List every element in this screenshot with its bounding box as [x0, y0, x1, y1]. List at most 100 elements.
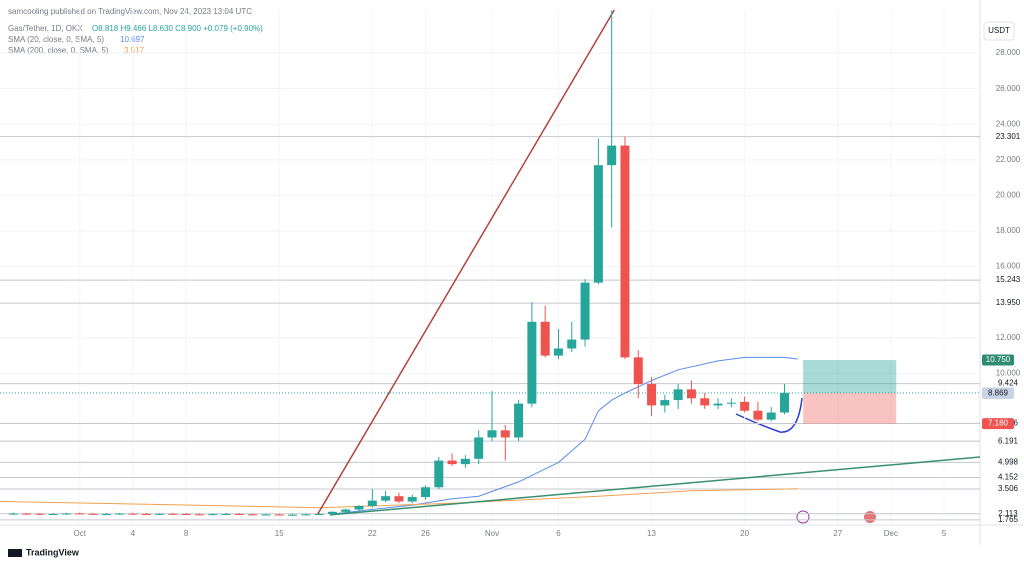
level-label: 4.152: [998, 473, 1019, 482]
candle-body: [527, 321, 537, 404]
y-tick-label: 20.000: [996, 191, 1021, 200]
footer-logo: [8, 549, 22, 557]
indicator-line: [332, 356, 798, 515]
y-tick-label: 22.000: [996, 155, 1021, 164]
candle-body: [234, 513, 244, 515]
stop-zone: [803, 392, 897, 424]
price-label-box: [982, 354, 1014, 366]
logo: [8, 549, 22, 557]
candle-body: [580, 282, 590, 340]
candle-body: [447, 460, 457, 465]
candle-body: [700, 398, 710, 406]
y-tick-label: 28.000: [996, 48, 1021, 57]
candle-body: [593, 165, 603, 283]
candle-body: [673, 389, 683, 401]
level-label: 9.424: [998, 379, 1019, 388]
candle-body: [22, 513, 32, 515]
level-label: 3.506: [998, 484, 1019, 493]
level-label: 2.113: [998, 509, 1018, 518]
level-label: 4.998: [998, 458, 1019, 467]
y-tick-label: 12.000: [996, 333, 1021, 342]
candle-body: [633, 357, 643, 385]
candle-body: [487, 430, 497, 438]
candle-body: [567, 339, 577, 349]
candle-body: [194, 514, 204, 516]
candle-body: [647, 384, 657, 406]
candle-body: [288, 514, 298, 516]
candle-body: [381, 496, 391, 501]
candle-body: [780, 392, 790, 413]
candle-body: [48, 513, 58, 515]
currency: USDT: [988, 26, 1010, 35]
x-tick-label: 4: [131, 529, 136, 538]
attribution: samcooling published on TradingView.com,…: [8, 7, 252, 16]
candle-body: [726, 402, 736, 404]
candle-body: [367, 500, 377, 506]
symbol: Gas/Tether, 1D, OKX: [8, 24, 83, 33]
candle-body: [713, 403, 723, 406]
candle-body: [753, 410, 763, 420]
price-label: 7.180: [988, 419, 1009, 428]
candle-body: [407, 497, 417, 502]
candle-body: [460, 458, 470, 465]
indicator-name: SMA (20, close, 0, SMA, 5): [8, 35, 104, 44]
candle-body: [314, 513, 324, 515]
x-tick-label: 13: [647, 529, 656, 538]
event-icon[interactable]: [796, 510, 810, 524]
x-tick-label: 15: [275, 529, 284, 538]
target-zone: [803, 360, 897, 393]
candle-body: [620, 145, 630, 358]
candle-body: [208, 514, 218, 516]
ohlc-legend: O8.818 H9.466 L8.630 C8.900 +0.079 (+0.9…: [92, 24, 263, 33]
y-tick-label: 16.000: [996, 262, 1021, 271]
x-tick-label: 27: [833, 529, 842, 538]
candle-body: [500, 430, 510, 438]
x-tick-label: 8: [184, 529, 189, 538]
level-label: 23.301: [996, 132, 1021, 141]
price-label-box: [982, 388, 1014, 400]
candle-body: [553, 348, 563, 356]
trend-line: [317, 9, 615, 515]
y-tick-label: 10.000: [996, 368, 1021, 377]
candle-body: [660, 400, 670, 406]
candle-body: [341, 509, 351, 512]
candle-body: [261, 514, 271, 516]
x-tick-label: 22: [368, 529, 377, 538]
currency-box[interactable]: [983, 21, 1015, 41]
indicator-name: SMA (200, close, 0, SMA, 5): [8, 46, 109, 55]
x-tick-label: 26: [421, 529, 430, 538]
candle-body: [274, 514, 284, 516]
candle-body: [421, 487, 431, 498]
candle-body: [686, 389, 696, 399]
candle-body: [221, 513, 231, 515]
candle-body: [434, 460, 444, 488]
candle-body: [181, 513, 191, 515]
level-label: 13.950: [996, 298, 1021, 307]
flag-icon[interactable]: [864, 511, 876, 523]
price-label-box: [982, 418, 1014, 430]
y-tick-label: 26.000: [996, 84, 1021, 93]
candle-body: [168, 513, 178, 515]
brand: TradingView: [26, 547, 80, 557]
candle-body: [766, 412, 776, 420]
candle-body: [101, 513, 111, 515]
level-label: 6.191: [998, 436, 1019, 445]
candle-body: [115, 513, 125, 515]
candle-body: [248, 514, 258, 516]
candle-body: [607, 145, 617, 166]
candle-body: [354, 505, 364, 510]
y-tick-label: 18.000: [996, 226, 1021, 235]
candle-body: [61, 513, 71, 515]
candle-body: [540, 321, 550, 356]
trend-line: [329, 456, 981, 516]
candle-body: [75, 513, 85, 515]
x-tick-label: Nov: [485, 529, 499, 538]
candle-body: [327, 511, 337, 514]
x-tick-label: Oct: [74, 529, 87, 538]
x-tick-label: Dec: [884, 529, 898, 538]
y-tick-label: 24.000: [996, 119, 1021, 128]
candle-body: [88, 513, 98, 515]
level-label: 15.243: [996, 275, 1021, 284]
